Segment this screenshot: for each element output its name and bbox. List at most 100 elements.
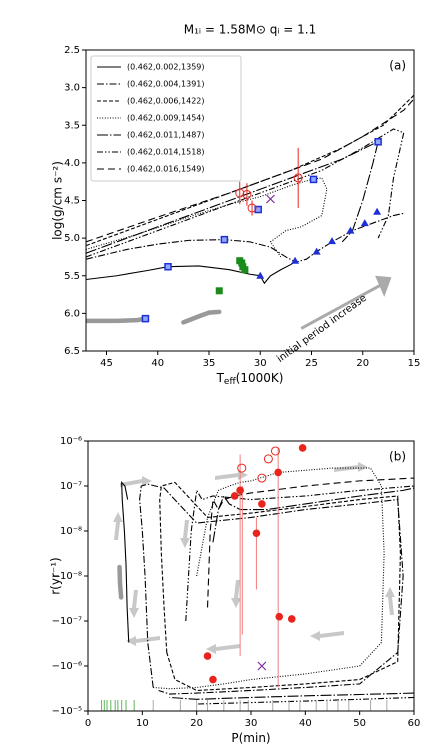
triangle-marker	[360, 219, 369, 227]
y-tick-label: −10⁻⁶	[52, 661, 82, 672]
flow-arrow	[180, 520, 190, 548]
track-line	[86, 212, 404, 263]
square-marker	[309, 175, 318, 184]
plot-area	[86, 94, 414, 325]
panel-label: (a)	[389, 59, 406, 73]
triangle-marker	[291, 256, 300, 264]
triangle-marker	[256, 271, 265, 279]
green-marker	[215, 287, 223, 295]
y-tick-label: 3.0	[64, 83, 80, 94]
y-tick-label: 10⁻⁸	[60, 526, 82, 537]
circle-marker	[252, 529, 261, 538]
open-circle-marker	[235, 188, 245, 198]
x-axis-label: Teff(1000K)	[216, 371, 284, 387]
x-label-subscript: eff	[224, 377, 237, 387]
open-circle-marker	[237, 463, 247, 473]
circle-marker	[236, 486, 244, 495]
flow-arrow	[231, 580, 241, 608]
x-marker	[266, 194, 275, 204]
legend-label: (0.462,0.006,1422)	[127, 97, 205, 106]
x-tick-label: 25	[305, 358, 318, 369]
track-line	[86, 94, 414, 247]
flow-arrow	[310, 631, 344, 641]
square-marker	[164, 262, 172, 271]
track-line	[121, 480, 130, 643]
track-line	[185, 485, 414, 622]
legend-label: (0.462,0.014,1518)	[127, 148, 205, 157]
flow-arrow	[206, 644, 240, 654]
triangle-marker	[328, 237, 336, 245]
open-circle-marker	[270, 446, 280, 456]
track-line	[139, 483, 404, 695]
axes-frame	[85, 49, 415, 352]
flow-arrow	[334, 462, 368, 472]
y-tick-label: 10⁻⁶	[60, 436, 82, 447]
y-tick-label: 2.5	[64, 45, 80, 56]
x-label-symbol: P	[231, 731, 238, 745]
x-tick-label: 20	[356, 358, 369, 369]
x-tick-label: 45	[100, 358, 113, 369]
circle-marker	[209, 675, 217, 684]
y-tick-label: −10⁻⁸	[52, 571, 82, 582]
y-tick-label: −10⁻⁵	[52, 706, 82, 717]
x-tick-label: 30	[254, 358, 267, 369]
track-line	[86, 140, 379, 254]
flow-arrow	[113, 512, 123, 540]
y-tick-label: 6.5	[64, 346, 80, 357]
x-tick-label: 40	[151, 358, 164, 369]
y-tick-label: 4.5	[64, 196, 80, 207]
square-marker	[220, 235, 229, 244]
square-marker	[141, 314, 150, 323]
track-line	[86, 177, 328, 258]
y-tick-label: 6.0	[64, 308, 80, 319]
track-line	[86, 98, 414, 243]
circle-marker	[230, 492, 239, 500]
flow-arrow	[129, 590, 139, 618]
legend: (0.462,0.002,1359) (0.462,0.004,1391) (0.4…	[90, 55, 242, 182]
figure-title: M₁ᵢ = 1.58M⊙ qᵢ = 1.1	[184, 23, 316, 37]
y-axis-label: log(g/cm s⁻²)	[51, 161, 65, 240]
triangle-marker	[346, 226, 355, 234]
track-line	[169, 692, 414, 700]
flow-arrows	[113, 462, 395, 654]
annotation-arrowhead	[375, 275, 392, 297]
y-tick-label: 5.5	[64, 271, 80, 282]
x-marker	[257, 661, 267, 671]
y-tick-label: 3.5	[64, 120, 80, 131]
open-circle-marker	[242, 189, 252, 199]
x-tick-label: 60	[408, 718, 421, 729]
triangle-marker	[312, 247, 321, 255]
track-line	[212, 487, 414, 543]
circle-marker	[203, 652, 212, 660]
legend-label: (0.462,0.004,1391)	[127, 80, 205, 89]
circle-marker	[287, 615, 296, 623]
legend-label: (0.462,0.011,1487)	[127, 131, 205, 140]
gray-track	[181, 309, 222, 325]
open-circle-marker	[263, 454, 273, 464]
x-tick-label: 0	[85, 718, 91, 729]
circle-marker	[258, 500, 266, 508]
x-tick-label: 20	[190, 718, 203, 729]
circle-marker	[275, 612, 284, 621]
y-tick-label: 10⁻⁷	[60, 481, 82, 492]
plot-area	[101, 444, 414, 711]
x-tick-label: 40	[299, 718, 312, 729]
annotation: initial period increase	[275, 293, 369, 365]
gray-track	[86, 316, 148, 324]
square-marker	[254, 205, 262, 214]
x-tick-label: 15	[408, 358, 421, 369]
circle-marker	[274, 468, 282, 477]
track-line	[86, 260, 297, 285]
open-circle-marker	[247, 203, 257, 213]
track-line	[196, 696, 414, 705]
track-line	[86, 128, 405, 258]
axes-frame	[87, 440, 415, 712]
legend-label: (0.462,0.009,1454)	[127, 114, 205, 123]
y-tick-label: 4.0	[64, 158, 80, 169]
circle-marker	[298, 444, 307, 452]
track-line	[153, 467, 385, 690]
x-tick-label: 35	[203, 358, 216, 369]
x-label-unit: (min)	[239, 731, 271, 745]
y-tick-label: −10⁻⁷	[52, 616, 82, 627]
